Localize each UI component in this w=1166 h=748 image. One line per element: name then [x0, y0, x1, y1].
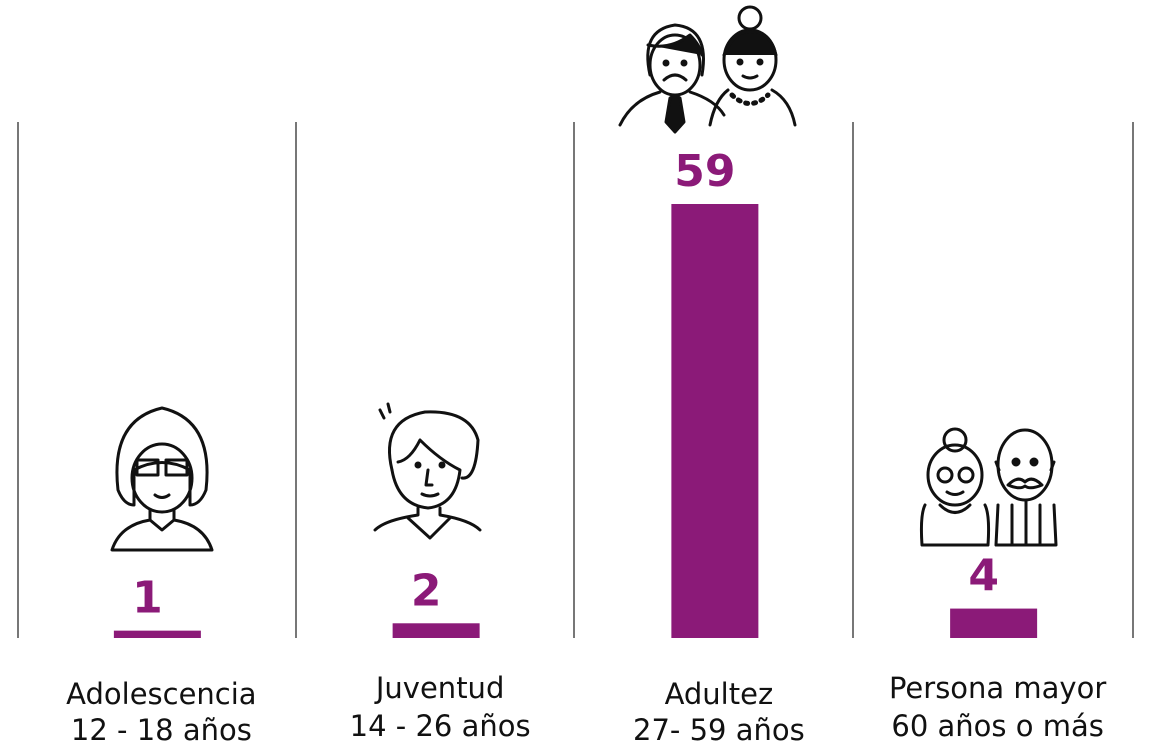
value-label: 1: [132, 573, 163, 624]
category-range: 12 - 18 años: [71, 713, 252, 747]
dividers: [18, 122, 1133, 638]
value-label: 4: [968, 551, 999, 602]
category-label: Adolescencia: [66, 677, 256, 711]
value-label: 2: [411, 565, 442, 616]
category-range: 60 años o más: [891, 709, 1103, 743]
bar: [114, 631, 201, 638]
category-label: Juventud: [374, 671, 504, 705]
category-label: Persona mayor: [889, 671, 1106, 705]
elderly-icon: [921, 429, 1056, 545]
bar: [671, 204, 758, 638]
category-range: 27- 59 años: [633, 713, 805, 747]
value-label: 59: [674, 146, 735, 197]
category-label: Adultez: [665, 677, 774, 711]
category-range: 14 - 26 años: [350, 709, 531, 743]
chart: 1 Adolescencia12 - 18 años 2 Juventud 14 - 2…: [0, 0, 1166, 748]
teen-icon: [112, 408, 212, 550]
adults-icon: [620, 7, 795, 132]
bar: [950, 609, 1037, 638]
bar: [393, 623, 480, 638]
youth-icon: [375, 404, 480, 538]
